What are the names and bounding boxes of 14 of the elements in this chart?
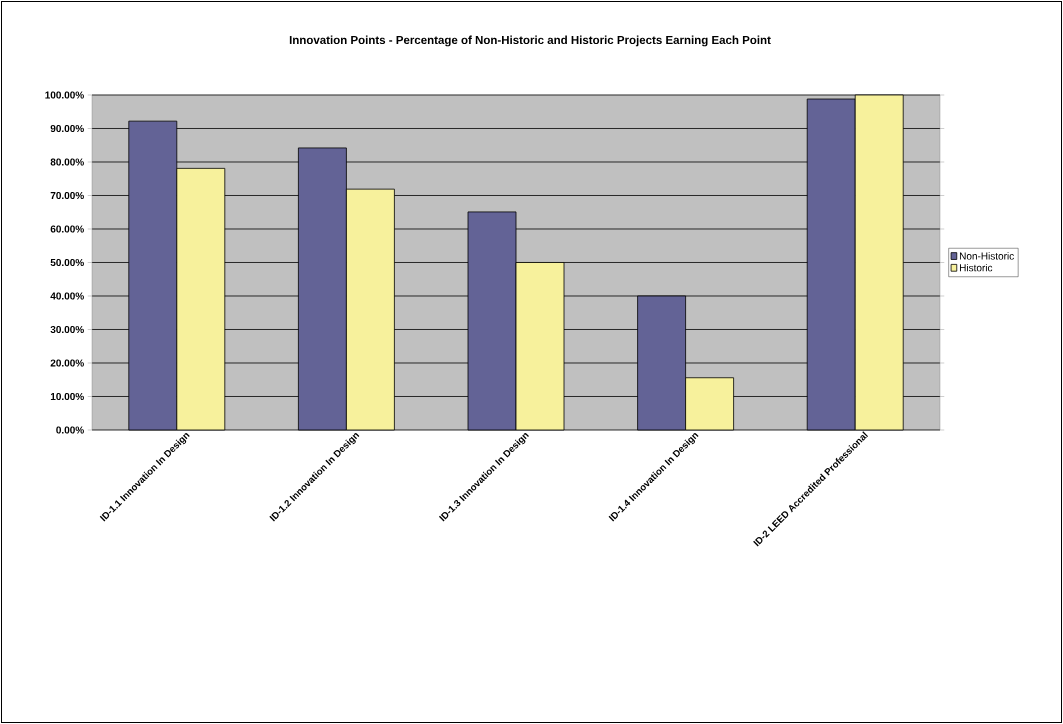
- y-tick-label: 20.00%: [50, 359, 84, 367]
- y-tick-label: 10.00%: [50, 392, 84, 401]
- y-tick-label: 0.00%: [56, 426, 84, 434]
- y-tick-label: 60.00%: [50, 225, 84, 233]
- y-tick-label: 80.00%: [50, 158, 84, 166]
- y-tick-label: 50.00%: [50, 258, 84, 267]
- legend-label: Historic: [959, 264, 993, 272]
- y-tick-label: 70.00%: [50, 191, 84, 200]
- y-tick-label: 40.00%: [50, 292, 84, 300]
- y-tick-label: 90.00%: [50, 124, 84, 133]
- legend-label: Non-Historic: [959, 252, 1014, 260]
- chart-title: Innovation Points - Percentage of Non-Historic and Historic Projects Earning Each Point: [289, 35, 771, 47]
- y-tick-label: 30.00%: [50, 325, 84, 334]
- y-tick-label: 100.00%: [45, 91, 84, 99]
